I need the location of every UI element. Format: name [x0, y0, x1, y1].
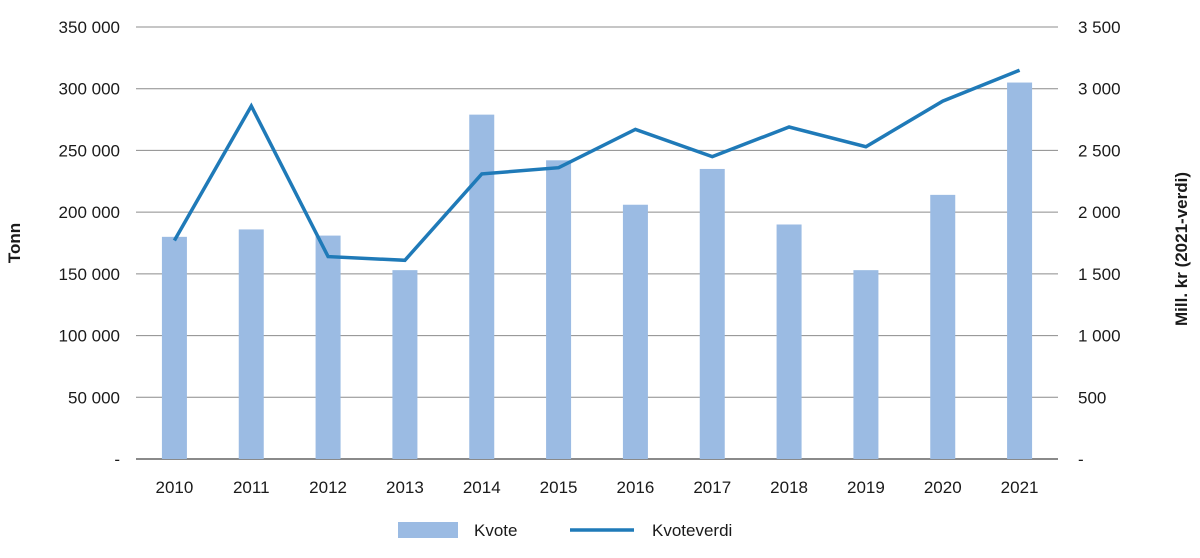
x-axis-ticks: 2010 2011 2012 2013 2014 2015 2016 2017 2018 2019… [156, 478, 1039, 497]
right-tick-label: 3 500 [1078, 18, 1121, 37]
bar-kvote-2016 [622, 204, 648, 459]
bar-kvote-2019 [853, 270, 879, 459]
left-tick-label: 350 000 [59, 18, 120, 37]
right-tick-label: 1 000 [1078, 327, 1121, 346]
x-tick-label: 2015 [540, 478, 578, 497]
x-tick-label: 2014 [463, 478, 501, 497]
bar-kvote-2017 [699, 168, 725, 459]
x-tick-label: 2011 [233, 478, 270, 497]
x-tick-label: 2017 [693, 478, 731, 497]
bar-kvote-2012 [315, 235, 341, 459]
left-tick-label: - [114, 450, 120, 469]
left-tick-label: 300 000 [59, 80, 120, 99]
right-tick-label: 500 [1078, 388, 1106, 407]
legend-swatch-kvote [398, 522, 458, 538]
x-tick-label: 2018 [770, 478, 808, 497]
bar-kvote-2011 [238, 229, 264, 459]
right-tick-label: 2 000 [1078, 203, 1121, 222]
bar-kvote-2015 [546, 160, 572, 459]
x-tick-label: 2021 [1001, 478, 1039, 497]
left-axis-ticks: - 50 000 100 000 150 000 200 000 250 000 300 0… [59, 18, 120, 469]
left-axis-title: Tonn [5, 223, 24, 263]
left-tick-label: 150 000 [59, 265, 120, 284]
bar-kvote-2018 [776, 224, 802, 459]
left-tick-label: 200 000 [59, 203, 120, 222]
bar-kvote-2014 [469, 114, 495, 460]
line-series-kvoteverdi [172, 68, 1021, 263]
x-tick-label: 2013 [386, 478, 424, 497]
left-tick-label: 250 000 [59, 141, 120, 160]
legend-label-kvote: Kvote [474, 521, 517, 540]
right-tick-label: 2 500 [1078, 141, 1121, 160]
bar-series-kvote [161, 82, 1033, 460]
left-tick-label: 100 000 [59, 327, 120, 346]
right-tick-label: 3 000 [1078, 80, 1121, 99]
legend-label-kvoteverdi: Kvoteverdi [652, 521, 732, 540]
right-axis-title: Mill. kr (2021-verdi) [1172, 172, 1191, 326]
x-tick-label: 2010 [156, 478, 194, 497]
bar-kvote-2021 [1007, 82, 1033, 460]
x-tick-label: 2016 [617, 478, 655, 497]
bar-kvote-2010 [161, 236, 187, 459]
x-tick-label: 2012 [309, 478, 347, 497]
right-tick-label: - [1078, 450, 1084, 469]
x-tick-label: 2019 [847, 478, 885, 497]
line-kvoteverdi [172, 68, 1021, 263]
bar-kvote-2020 [930, 194, 956, 459]
bar-kvote-2013 [392, 270, 418, 459]
x-tick-label: 2020 [924, 478, 962, 497]
left-tick-label: 50 000 [68, 388, 120, 407]
gridlines [136, 26, 1058, 460]
legend: Kvote Kvoteverdi [398, 521, 732, 540]
right-tick-label: 1 500 [1078, 265, 1121, 284]
right-axis-ticks: - 500 1 000 1 500 2 000 2 500 3 000 3 500 [1078, 18, 1121, 469]
